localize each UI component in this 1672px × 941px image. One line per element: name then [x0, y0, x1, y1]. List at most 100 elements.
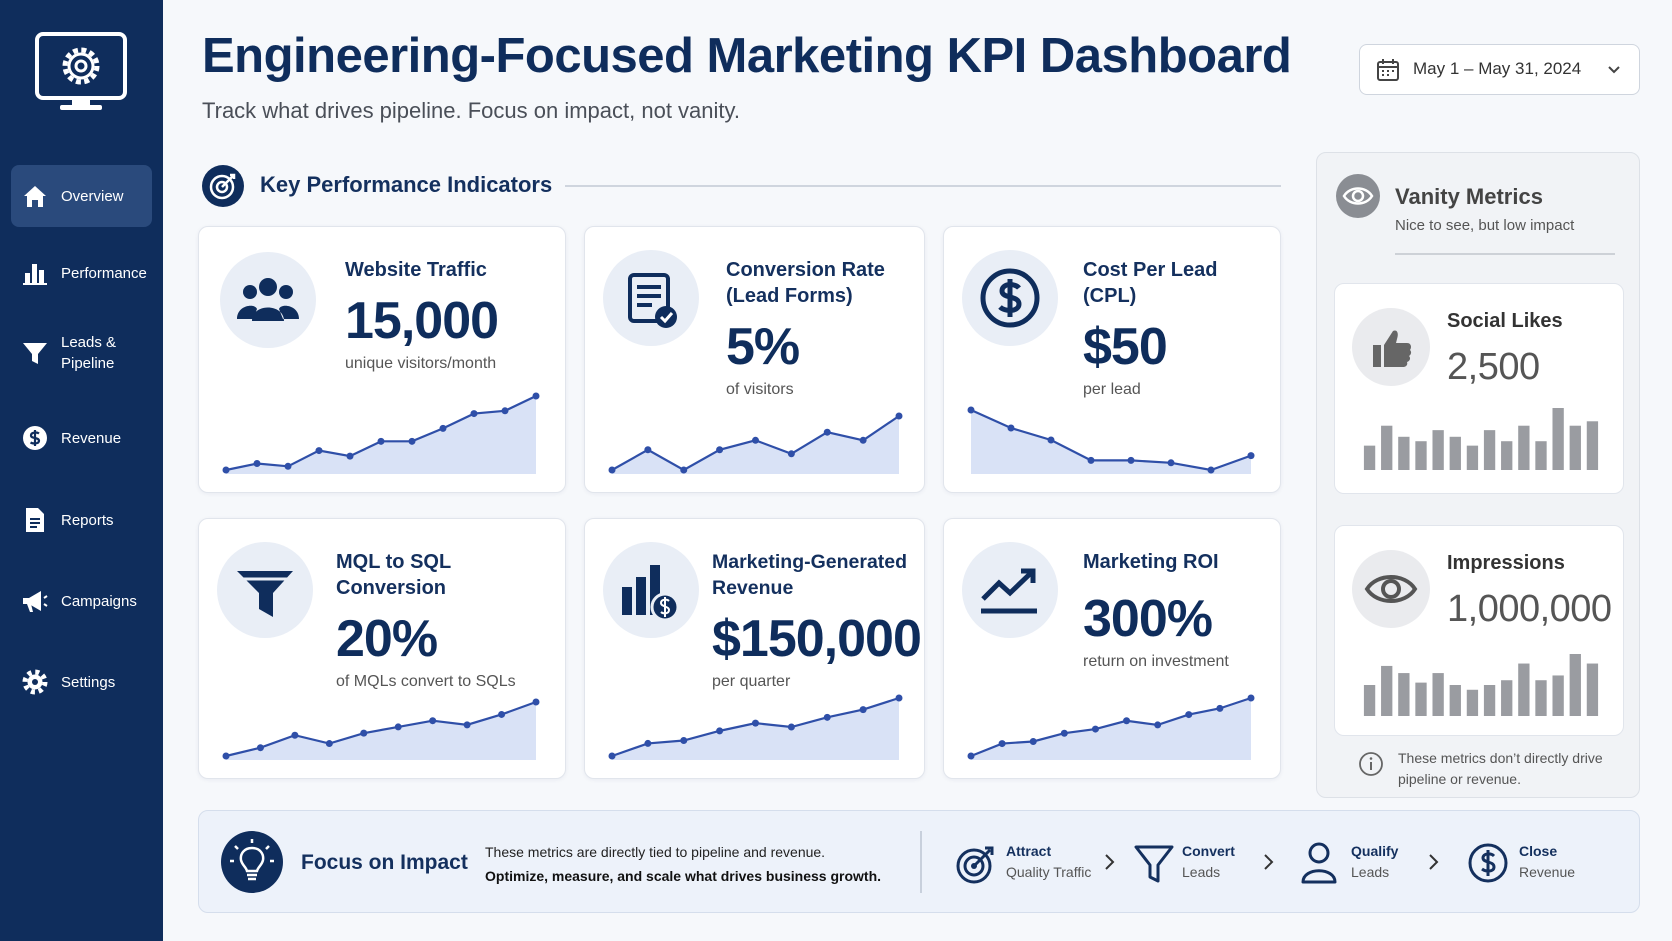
- sparkline-point: [377, 437, 385, 445]
- step-arrow: [1429, 854, 1439, 870]
- card-icon: [603, 250, 699, 346]
- nav-item[interactable]: Campaigns: [11, 570, 152, 632]
- banner-emphasis: Optimize, measure, and scale what drives…: [485, 868, 882, 884]
- nav-icon: [24, 186, 46, 207]
- vanity-bar: [1363, 445, 1376, 470]
- nav-item[interactable]: Performance: [11, 242, 152, 304]
- vanity-bar: [1398, 673, 1410, 716]
- card-title: Marketing ROI: [1083, 551, 1219, 573]
- card-icon: [962, 542, 1058, 638]
- card-icon: [962, 250, 1058, 346]
- sparkline-point: [1154, 721, 1162, 729]
- sparkline: [222, 392, 540, 474]
- card-icon: [217, 542, 313, 638]
- nav-icon: [23, 343, 47, 364]
- sparkline-point: [1247, 694, 1255, 702]
- nav-item[interactable]: Revenue: [11, 407, 152, 469]
- page-title: Engineering-Focused Marketing KPI Dashbo…: [202, 29, 1292, 83]
- vanity-bar: [1415, 441, 1427, 470]
- card-caption: of MQLs convert to SQLs: [336, 673, 516, 690]
- vanity-bar: [1518, 425, 1530, 470]
- vanity-bar: [1586, 421, 1599, 470]
- sparkline-point: [967, 752, 975, 760]
- card-title: Website Traffic: [345, 259, 487, 281]
- vanity-card-title: Social Likes: [1447, 310, 1563, 332]
- sparkline-point: [998, 740, 1006, 748]
- sparkline-point: [752, 436, 759, 444]
- chevron-down: [1608, 66, 1620, 74]
- sparkline-point: [222, 466, 230, 474]
- sparkline-point: [501, 407, 509, 415]
- nav-item[interactable]: Leads & Pipeline: [11, 322, 152, 384]
- sparkline-point: [752, 719, 759, 727]
- nav-label: Performance: [61, 264, 147, 282]
- dollar-icon: [1468, 843, 1508, 883]
- sparkline-point: [823, 428, 831, 436]
- user-icon: [1301, 842, 1337, 884]
- card-caption: per lead: [1083, 381, 1141, 398]
- step-sub: Revenue: [1519, 864, 1576, 880]
- bulb-icon: [221, 831, 283, 893]
- sparkline: [967, 694, 1255, 760]
- sparkline-point: [429, 717, 437, 725]
- vanity-title: Vanity Metrics: [1395, 184, 1543, 209]
- vanity-bar: [1381, 665, 1393, 716]
- vanity-bar: [1483, 685, 1496, 716]
- step-arrow: [1264, 854, 1274, 870]
- card-title: Cost Per Lead (CPL): [1083, 259, 1218, 307]
- vanity-card-value: 1,000,000: [1447, 588, 1612, 630]
- kpi-card: Conversion Rate (Lead Forms) 5% of visitor…: [584, 226, 925, 493]
- vanity-bar: [1569, 425, 1581, 470]
- sparkline-point: [394, 723, 402, 731]
- step-label: Convert: [1182, 843, 1235, 859]
- sparkline-point: [346, 452, 354, 460]
- sparkline-point: [1091, 725, 1099, 733]
- nav-item[interactable]: Overview: [11, 165, 152, 227]
- card-title: Marketing-Generated Revenue: [712, 551, 908, 599]
- sparkline-point: [1007, 424, 1015, 432]
- step-label: Attract: [1006, 843, 1052, 859]
- kpi-card: Marketing ROI 300% return on investment: [943, 518, 1281, 779]
- sparkline-point: [360, 729, 368, 737]
- sparkline-point: [284, 462, 292, 470]
- nav-label: Reports: [61, 511, 114, 529]
- section-title: Key Performance Indicators: [260, 172, 553, 197]
- vanity-card-title: Impressions: [1447, 552, 1565, 574]
- sparkline-point: [315, 447, 323, 455]
- vanity-subtitle: Nice to see, but low impact: [1395, 217, 1575, 234]
- vanity-bar: [1552, 408, 1564, 470]
- banner-divider: [920, 831, 922, 893]
- eye-icon: [1336, 174, 1380, 218]
- vanity-bar: [1535, 441, 1547, 470]
- vanity-bar: [1449, 685, 1461, 716]
- banner-title: Focus on Impact: [301, 851, 468, 874]
- sparkline-point: [470, 410, 478, 418]
- like-icon: [1352, 308, 1430, 386]
- nav-label: Overview: [61, 187, 124, 205]
- nav-item[interactable]: Settings: [11, 651, 152, 713]
- step-arrow: [1105, 854, 1115, 870]
- sparkline-point: [1207, 466, 1215, 474]
- step-sub: Leads: [1351, 864, 1390, 880]
- date-picker[interactable]: May 1 – May 31, 2024: [1359, 44, 1640, 95]
- sparkline-point: [967, 406, 975, 414]
- sparkline: [608, 694, 903, 760]
- nav-item[interactable]: Reports: [11, 489, 152, 551]
- kpi-icon: [202, 165, 244, 207]
- nav-icon: [23, 591, 48, 612]
- vanity-panel: Vanity Metrics Nice to see, but low impa…: [1316, 152, 1640, 798]
- sparkline-point: [823, 713, 831, 721]
- sparkline: [222, 698, 540, 760]
- card-value: $50: [1083, 318, 1168, 376]
- vanity-bar: [1586, 663, 1599, 716]
- step-sub: Quality Traffic: [1006, 864, 1092, 880]
- sparkline-point: [1127, 456, 1135, 464]
- vanity-note: These metrics don’t directly drive pipel…: [1398, 750, 1603, 787]
- sparkline-point: [716, 727, 724, 735]
- nav-icon: [23, 426, 47, 450]
- vanity-bar: [1466, 445, 1479, 470]
- banner-text: These metrics are directly tied to pipel…: [485, 844, 826, 860]
- bar-sparkline: [1363, 408, 1599, 470]
- nav-label: Settings: [61, 673, 116, 691]
